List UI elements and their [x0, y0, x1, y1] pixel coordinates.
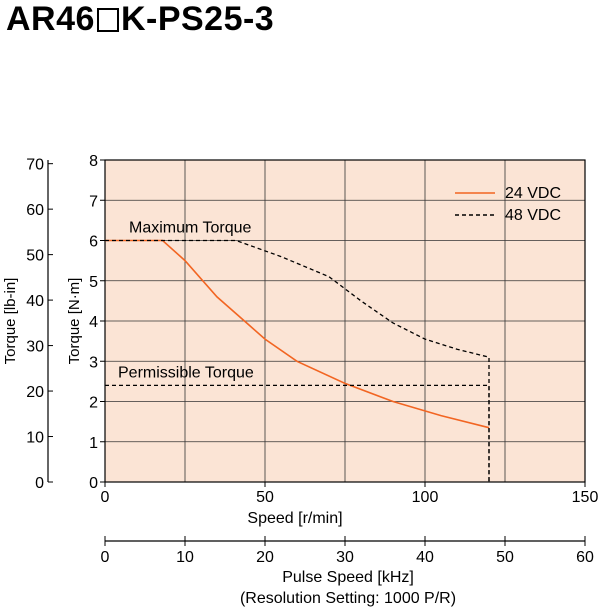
outer-y-axis-tick-label: 0	[35, 475, 44, 492]
x-axis-tick-label: 100	[412, 489, 439, 506]
y-axis-tick-label: 4	[89, 314, 98, 331]
pulse-axis-tick-label: 10	[176, 549, 194, 566]
outer-y-axis-tick-label: 10	[26, 430, 44, 447]
series-line-3	[105, 384, 490, 482]
y-axis-tick-label: 8	[89, 153, 98, 170]
y-axis-tick-label: 0	[89, 475, 98, 492]
y-axis-tick-label: 5	[89, 274, 98, 291]
pulse-axis-label-2: (Resolution Setting: 1000 P/R)	[240, 590, 456, 607]
series-line-1	[105, 239, 490, 429]
y-axis-tick-label: 3	[89, 354, 98, 371]
pulse-axis-tick-label: 20	[256, 549, 274, 566]
outer-y-axis-tick-label: 20	[26, 384, 44, 401]
y-axis-tick-label: 2	[89, 395, 98, 412]
pulse-axis-tick-label: 60	[576, 549, 594, 566]
x-axis-tick-label: 0	[101, 489, 110, 506]
y-axis-tick-label: 7	[89, 193, 98, 210]
outer-y-axis-tick-label: 40	[26, 293, 44, 310]
title-prefix: AR46	[6, 0, 95, 38]
y-axis-label: Torque [N·m]	[66, 278, 83, 365]
annotation-permissible-torque: Permissible Torque	[118, 364, 254, 381]
y-axis-tick-label: 6	[89, 234, 98, 251]
pulse-axis-tick-label: 50	[496, 549, 514, 566]
annotation-maximum-torque: Maximum Torque	[129, 220, 252, 237]
outer-y-axis-tick-label: 60	[26, 202, 44, 219]
outer-y-axis-tick-label: 50	[26, 248, 44, 265]
series-line-2	[105, 239, 490, 482]
pulse-axis-tick-label: 40	[416, 549, 434, 566]
pulse-axis-tick-label: 0	[101, 549, 110, 566]
legend-label: 24 VDC	[505, 185, 561, 202]
legend-label: 48 VDC	[505, 207, 561, 224]
pulse-axis-label: Pulse Speed [kHz]	[282, 569, 414, 586]
outer-y-axis-tick-label: 70	[26, 157, 44, 174]
x-axis-label: Speed [r/min]	[247, 510, 342, 527]
outer-y-axis-label: Torque [lb-in]	[2, 278, 19, 365]
model-code-placeholder-box	[96, 8, 119, 32]
x-axis-tick-label: 150	[572, 489, 599, 506]
x-axis-tick-label: 50	[256, 489, 274, 506]
title-suffix: K-PS25-3	[120, 0, 275, 38]
outer-y-axis-tick-label: 30	[26, 339, 44, 356]
pulse-axis-tick-label: 30	[336, 549, 354, 566]
page-title: AR46 K-PS25-3	[6, 0, 274, 39]
y-axis-tick-label: 1	[89, 435, 98, 452]
